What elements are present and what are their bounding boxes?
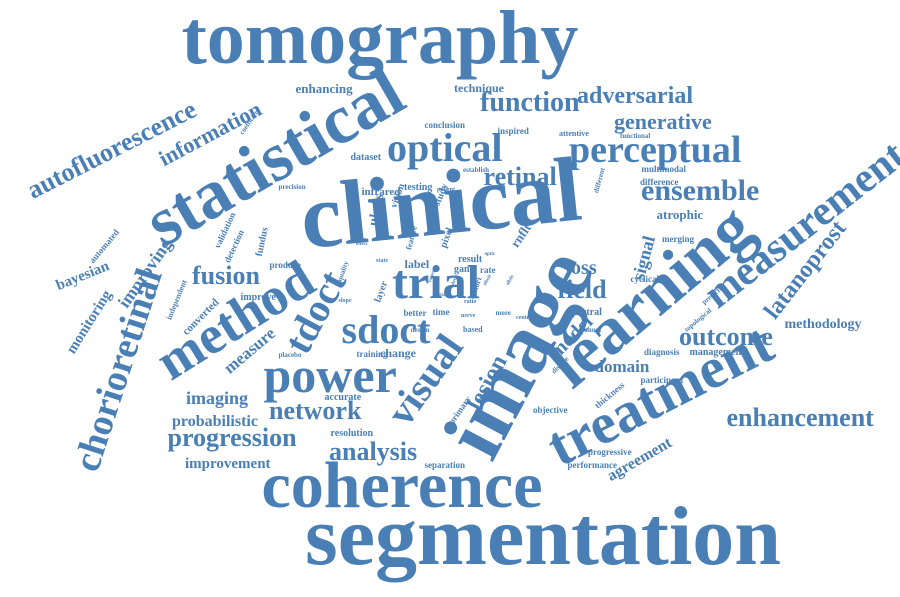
cloud-word-progressive: progressive — [588, 446, 632, 457]
cloud-word-patient: patient — [437, 187, 455, 193]
cloud-word-improve: improve — [240, 292, 276, 303]
cloud-word-technique: technique — [454, 81, 505, 95]
cloud-word-performance: performance — [567, 459, 617, 470]
cloud-word-accurate: accurate — [324, 392, 362, 403]
cloud-word-imaging: imaging — [186, 388, 249, 408]
cloud-word-centre: centre — [516, 315, 532, 321]
cloud-word-establish: establish — [463, 165, 490, 174]
cloud-word-testing: testing — [404, 182, 433, 193]
cloud-word-fundus: fundus — [253, 226, 271, 258]
cloud-word-dataset: dataset — [350, 152, 382, 163]
cloud-word-precision: precision — [278, 182, 306, 191]
cloud-word-difference: difference — [640, 176, 679, 187]
cloud-word-effect: effect — [356, 241, 368, 247]
cloud-word-layer: layer — [372, 279, 391, 304]
cloud-word-nerve: nerve — [461, 313, 476, 319]
cloud-word-power: power — [263, 347, 397, 403]
cloud-word-ratio: ratio — [464, 299, 477, 305]
cloud-word-based: based — [463, 325, 483, 334]
cloud-word-perceptual: perceptual — [569, 129, 742, 171]
cloud-word-network: network — [269, 396, 362, 425]
cloud-word-participant: participant — [640, 374, 684, 385]
cloud-word-retinal: retinal — [483, 162, 557, 191]
cloud-word-inspired: inspired — [497, 125, 529, 136]
cloud-word-field: field — [557, 275, 607, 304]
cloud-word-optic: optic — [484, 251, 496, 257]
cloud-word-optical: optical — [387, 125, 503, 170]
cloud-word-conclusion: conclusion — [424, 119, 466, 130]
cloud-word-design: design — [410, 325, 430, 334]
cloud-word-albeit: albeit — [482, 273, 494, 287]
cloud-word-diagnosis: diagnosis — [644, 346, 680, 357]
cloud-word-enhancing: enhancing — [295, 80, 353, 96]
cloud-word-time: time — [432, 306, 450, 317]
cloud-word-domain: domain — [594, 356, 650, 376]
cloud-word-outcome: outcome — [679, 322, 773, 351]
cloud-word-rate: rate — [480, 264, 496, 275]
cloud-word-improvement: improvement — [185, 455, 271, 472]
cloud-word-manual: manual — [578, 325, 602, 334]
cloud-word-sdoct: sdoct — [341, 307, 431, 352]
cloud-word-more: more — [495, 308, 511, 317]
cloud-word-spectral: spectral — [568, 307, 602, 318]
cloud-word-label: label — [404, 257, 430, 271]
cloud-word-objective: objective — [533, 404, 568, 415]
cloud-word-tomography: tomography — [181, 0, 579, 80]
cloud-word-loss: loss — [565, 257, 597, 279]
cloud-word-better: better — [403, 307, 427, 318]
cloud-word-merging: merging — [662, 233, 694, 244]
cloud-word-axis: axis — [439, 292, 448, 298]
cloud-word-cyclical: cyclical — [630, 273, 660, 284]
cloud-word-ensemble: ensemble — [641, 174, 760, 207]
cloud-word-function: function — [480, 87, 580, 118]
cloud-word-segmentation: segmentation — [305, 490, 781, 583]
cloud-word-enhancement: enhancement — [726, 403, 874, 432]
cloud-word-gan: gan — [454, 264, 470, 275]
cloud-word-trial: trial — [392, 256, 480, 309]
cloud-word-attentive: attentive — [559, 129, 589, 138]
cloud-word-state: state — [376, 258, 388, 264]
cloud-word-coherence: coherence — [261, 449, 543, 522]
cloud-word-generative: generative — [614, 109, 712, 134]
cloud-word-methodology: methodology — [784, 317, 862, 332]
cloud-word-training: training — [356, 348, 388, 359]
cloud-word-adversarial: adversarial — [577, 83, 693, 109]
cloud-word-resolution: resolution — [330, 428, 374, 439]
cloud-word-management: management — [689, 347, 745, 358]
cloud-word-slope: slope — [338, 298, 352, 304]
cloud-word-change: change — [380, 346, 416, 360]
cloud-word-functional: functional — [620, 131, 651, 140]
cloud-word-placebo: placebo — [278, 350, 302, 359]
cloud-word-multimodal: multimodal — [641, 163, 687, 174]
cloud-word-produce: produce — [269, 259, 301, 270]
cloud-word-atrophic: atrophic — [656, 206, 704, 222]
cloud-word-separation: separation — [424, 459, 466, 470]
cloud-word-probabilistic: probabilistic — [172, 413, 258, 430]
cloud-word-infrared: infrared — [361, 185, 401, 198]
cloud-word-result: result — [458, 254, 483, 265]
cloud-word-analysis: analysis — [329, 437, 418, 466]
cloud-word-progression: progression — [167, 423, 297, 452]
cloud-word-fusion: fusion — [192, 261, 260, 290]
